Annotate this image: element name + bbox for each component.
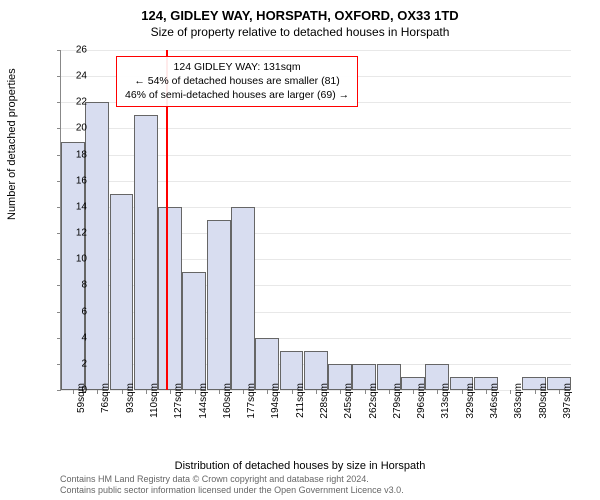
x-tick-mark [365, 390, 366, 394]
y-tick-mark [57, 128, 61, 129]
y-tick-label: 24 [67, 71, 87, 82]
x-tick-mark [316, 390, 317, 394]
x-tick-mark [559, 390, 560, 394]
plot-area: 59sqm76sqm93sqm110sqm127sqm144sqm160sqm1… [60, 50, 571, 391]
x-tick-label: 397sqm [562, 383, 573, 427]
x-tick-label: 346sqm [489, 383, 500, 427]
x-tick-mark [389, 390, 390, 394]
chart-title-main: 124, GIDLEY WAY, HORSPATH, OXFORD, OX33 … [0, 0, 600, 23]
callout-box: 124 GIDLEY WAY: 131sqm← 54% of detached … [116, 56, 358, 107]
x-tick-mark [219, 390, 220, 394]
x-tick-mark [97, 390, 98, 394]
x-tick-mark [486, 390, 487, 394]
histogram-bar [231, 207, 255, 390]
credits-line2: Contains public sector information licen… [60, 485, 404, 496]
x-tick-mark [437, 390, 438, 394]
y-tick-label: 4 [67, 332, 87, 343]
x-tick-mark [510, 390, 511, 394]
x-tick-mark [146, 390, 147, 394]
histogram-bar [158, 207, 182, 390]
y-tick-label: 22 [67, 97, 87, 108]
x-tick-mark [170, 390, 171, 394]
y-tick-label: 8 [67, 280, 87, 291]
credits: Contains HM Land Registry data © Crown c… [60, 474, 404, 496]
y-tick-label: 12 [67, 228, 87, 239]
callout-line1: 124 GIDLEY WAY: 131sqm [125, 60, 349, 74]
y-tick-label: 0 [67, 385, 87, 396]
histogram-bar [110, 194, 134, 390]
gridline [61, 50, 571, 51]
y-tick-label: 26 [67, 45, 87, 56]
x-tick-mark [535, 390, 536, 394]
x-tick-mark [267, 390, 268, 394]
histogram-bar [134, 115, 158, 390]
y-tick-mark [57, 390, 61, 391]
callout-line2: ← 54% of detached houses are smaller (81… [125, 74, 349, 88]
y-tick-label: 14 [67, 201, 87, 212]
credits-line1: Contains HM Land Registry data © Crown c… [60, 474, 404, 485]
x-tick-mark [340, 390, 341, 394]
y-tick-label: 20 [67, 123, 87, 134]
y-tick-label: 18 [67, 149, 87, 160]
y-tick-mark [57, 50, 61, 51]
y-tick-mark [57, 76, 61, 77]
histogram-bar [85, 102, 109, 390]
chart-title-sub: Size of property relative to detached ho… [0, 23, 600, 43]
x-tick-mark [462, 390, 463, 394]
histogram-bar [182, 272, 206, 390]
callout-line3: 46% of semi-detached houses are larger (… [125, 88, 349, 102]
x-tick-mark [195, 390, 196, 394]
y-tick-label: 2 [67, 358, 87, 369]
y-tick-label: 16 [67, 175, 87, 186]
x-axis-label: Distribution of detached houses by size … [0, 460, 600, 472]
histogram-bar [207, 220, 231, 390]
y-tick-mark [57, 102, 61, 103]
x-tick-mark [413, 390, 414, 394]
x-tick-mark [292, 390, 293, 394]
chart-container: 124, GIDLEY WAY, HORSPATH, OXFORD, OX33 … [0, 0, 600, 500]
y-tick-label: 10 [67, 254, 87, 265]
y-tick-label: 6 [67, 306, 87, 317]
x-tick-mark [122, 390, 123, 394]
y-axis-label: Number of detached properties [6, 68, 18, 220]
x-tick-mark [243, 390, 244, 394]
